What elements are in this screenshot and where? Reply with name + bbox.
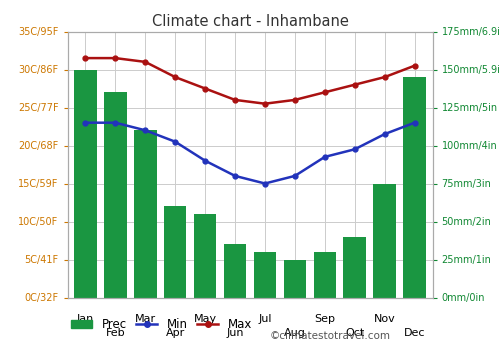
- Bar: [254, 252, 276, 298]
- Text: Apr: Apr: [166, 328, 185, 338]
- Bar: [134, 130, 156, 298]
- Bar: [344, 237, 366, 298]
- Legend: Prec, Min, Max: Prec, Min, Max: [66, 313, 257, 336]
- Bar: [194, 214, 216, 298]
- Bar: [314, 252, 336, 298]
- Bar: [374, 183, 396, 298]
- Text: Oct: Oct: [345, 328, 364, 338]
- Text: ©climatestotravel.com: ©climatestotravel.com: [270, 331, 391, 341]
- Bar: [404, 77, 426, 298]
- Text: Sep: Sep: [314, 314, 336, 324]
- Bar: [224, 244, 246, 298]
- Text: Jun: Jun: [226, 328, 244, 338]
- Text: May: May: [194, 314, 216, 324]
- Bar: [164, 206, 186, 298]
- Text: Jul: Jul: [258, 314, 272, 324]
- Bar: [284, 259, 306, 298]
- Text: Jan: Jan: [77, 314, 94, 324]
- Bar: [104, 92, 126, 298]
- Title: Climate chart - Inhambane: Climate chart - Inhambane: [152, 14, 348, 29]
- Text: Aug: Aug: [284, 328, 306, 338]
- Bar: [74, 70, 96, 298]
- Text: Feb: Feb: [106, 328, 125, 338]
- Text: Dec: Dec: [404, 328, 425, 338]
- Text: Nov: Nov: [374, 314, 396, 324]
- Text: Mar: Mar: [134, 314, 156, 324]
